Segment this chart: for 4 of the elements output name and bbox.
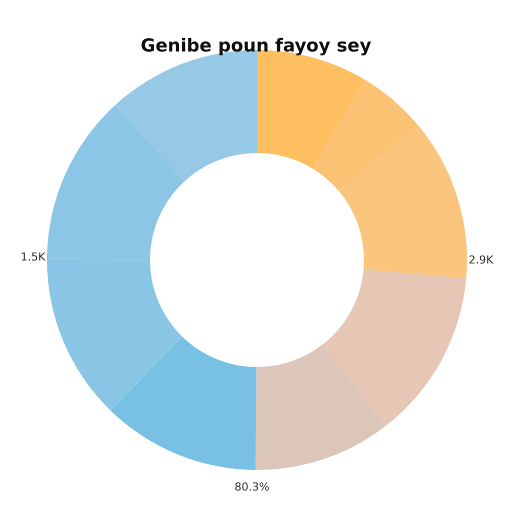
text: 1.5K <box>20 250 46 264</box>
text: 80.3% <box>234 480 270 494</box>
text: 2.9K <box>468 254 494 266</box>
chart-title: Genibe poun fayoy sey <box>140 36 372 56</box>
